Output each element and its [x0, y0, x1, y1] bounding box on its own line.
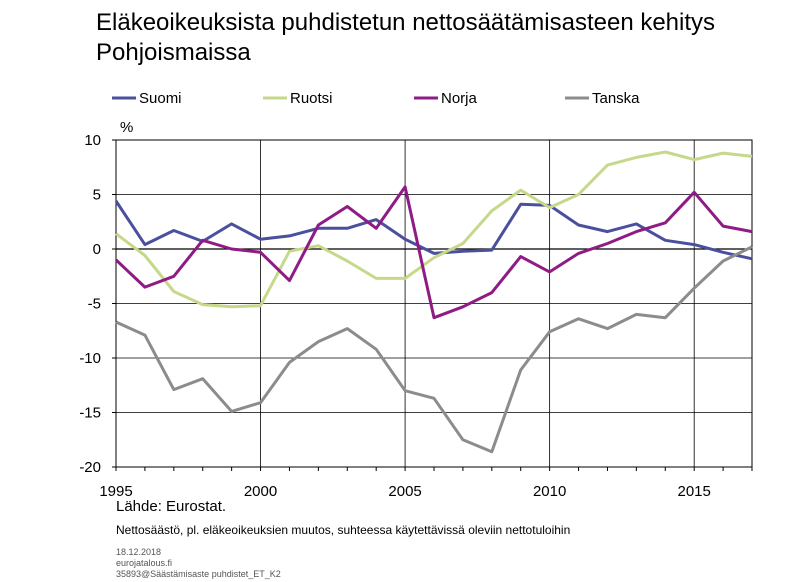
x-tick-label: 1995 [99, 483, 132, 500]
x-tick-label: 2010 [533, 483, 566, 500]
date-label: 18.12.2018 [116, 547, 162, 557]
legend-label: Norja [441, 90, 478, 107]
chart-title: Eläkeoikeuksista puhdistetun nettosäätäm… [96, 9, 716, 66]
y-tick-label: -10 [79, 350, 101, 367]
tick-labels: 10 5 0 -5 -10 -15 -20 1995 2000 2005 2010 2015 [79, 132, 753, 500]
series-line-ruotsi [115, 150, 753, 309]
x-tick-label: 2005 [388, 483, 421, 500]
series-lines [114, 150, 753, 454]
y-tick-label: -15 [79, 405, 101, 422]
x-tick-label: 2000 [244, 483, 277, 500]
y-axis-label: % [120, 119, 133, 136]
line-chart: Suomi Ruotsi Norja Tanska % 10 5 0 -5 -10 -15 -20… [79, 90, 753, 500]
file-id-label: 35893@Säästämisaste puhdistet_ET_K2 [116, 569, 281, 579]
x-tick-label: 2015 [677, 483, 710, 500]
chart-note: Nettosäästö, pl. eläkeoikeuksien muutos,… [116, 523, 571, 537]
series-line-tanska [115, 245, 753, 454]
series-line-suomi [114, 200, 753, 261]
legend-label: Suomi [139, 90, 182, 107]
grid [116, 140, 752, 467]
legend-label: Tanska [592, 90, 640, 107]
site-label: eurojatalous.fi [116, 558, 173, 568]
y-tick-label: 5 [93, 187, 101, 204]
series-line-norja [114, 185, 753, 320]
legend: Suomi Ruotsi Norja Tanska [112, 90, 640, 107]
y-tick-label: -5 [88, 296, 101, 313]
source-label: Lähde: Eurostat. [116, 498, 227, 515]
y-tick-label: 10 [84, 132, 101, 149]
y-tick-label: -20 [79, 459, 101, 476]
legend-label: Ruotsi [290, 90, 333, 107]
y-tick-label: 0 [93, 241, 101, 258]
